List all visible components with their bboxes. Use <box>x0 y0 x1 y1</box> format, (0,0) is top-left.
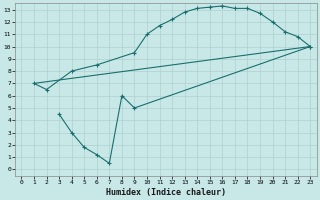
X-axis label: Humidex (Indice chaleur): Humidex (Indice chaleur) <box>106 188 226 197</box>
